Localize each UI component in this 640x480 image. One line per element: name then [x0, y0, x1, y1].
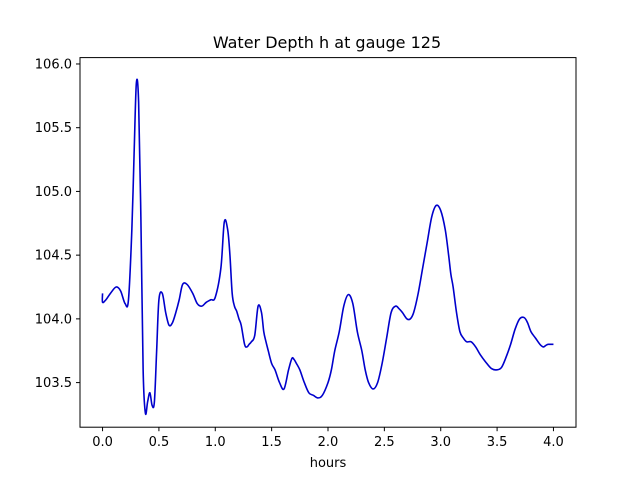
x-tick-label: 3.0 [430, 435, 451, 450]
x-tick-label: 3.5 [487, 435, 508, 450]
y-tick-label: 106.0 [35, 57, 72, 72]
chart-title: Water Depth h at gauge 125 [213, 33, 441, 52]
y-tick-label: 103.5 [35, 376, 72, 391]
plot-frame [79, 57, 577, 428]
x-tick-label: 1.0 [205, 435, 226, 450]
x-axis-ticks: 0.0 0.5 1.0 1.5 2.0 2.5 3.0 3.5 4.0 [92, 427, 564, 450]
x-tick-label: 0.5 [149, 435, 170, 450]
x-tick-label: 0.0 [92, 435, 113, 450]
y-tick-label: 105.5 [35, 121, 72, 136]
series-line-0 [101, 78, 554, 416]
x-tick-label: 2.0 [318, 435, 339, 450]
x-axis-label: hours [310, 456, 347, 471]
x-tick-label: 2.5 [374, 435, 395, 450]
y-tick-label: 105.0 [35, 185, 72, 200]
plot-area [101, 78, 554, 416]
y-axis-ticks: 103.5 104.0 104.5 105.0 105.5 106.0 [35, 57, 80, 391]
x-tick-label: 4.0 [543, 435, 564, 450]
x-tick-label: 1.5 [261, 435, 282, 450]
y-tick-label: 104.5 [35, 249, 72, 264]
y-tick-label: 104.0 [35, 312, 72, 327]
